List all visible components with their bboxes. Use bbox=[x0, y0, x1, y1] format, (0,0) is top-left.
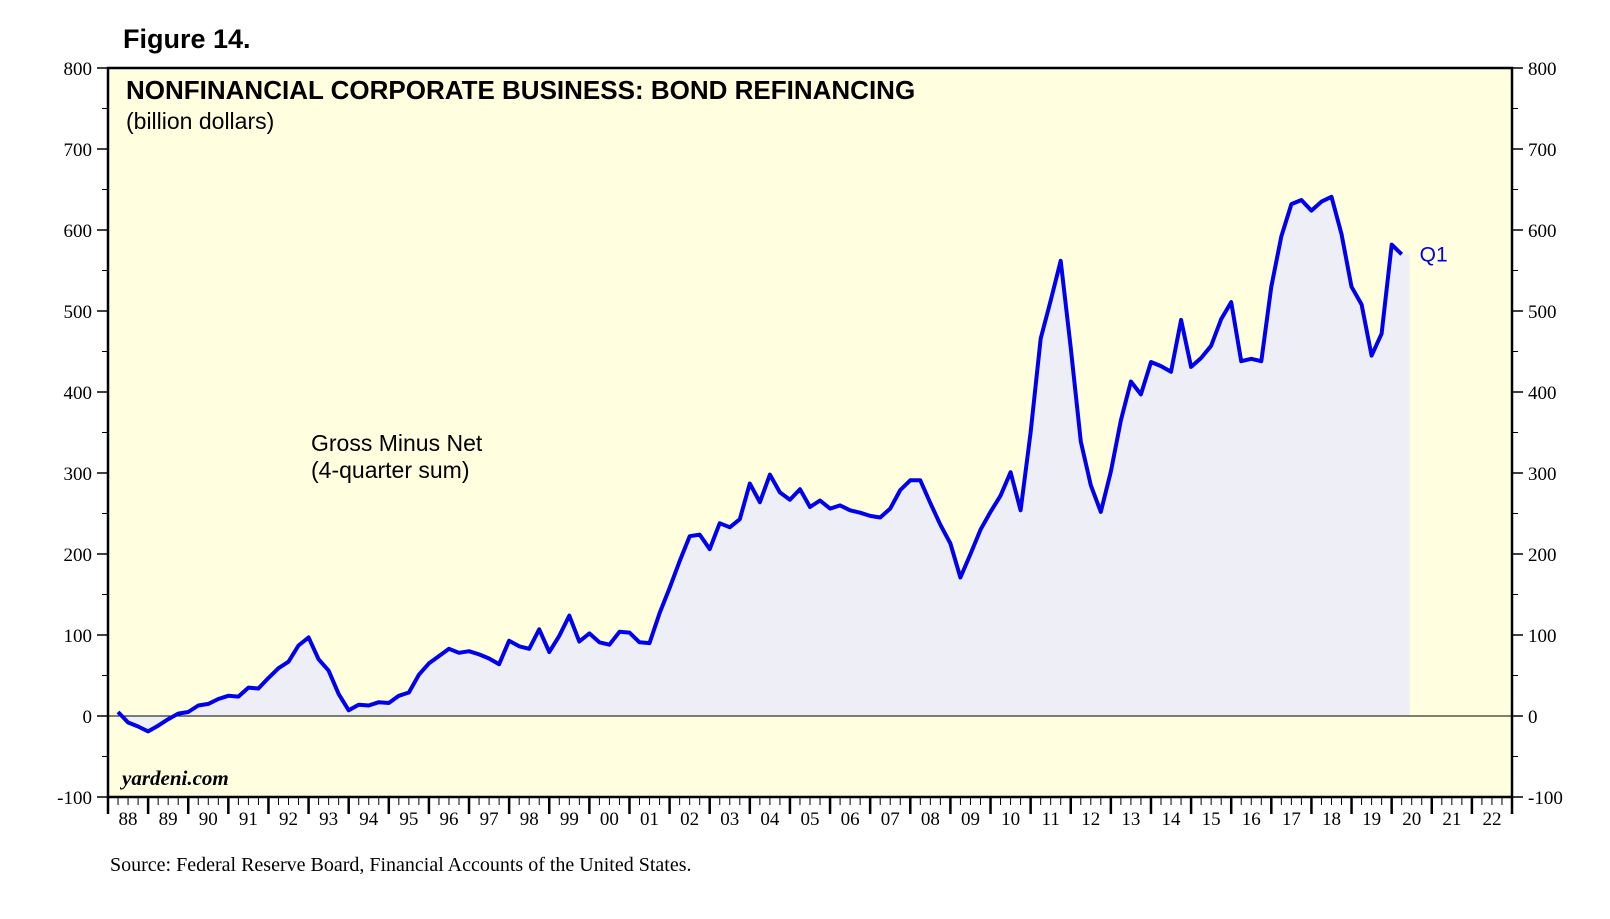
y-tick-label-right: 400 bbox=[1528, 383, 1557, 404]
x-tick-label: 99 bbox=[560, 809, 579, 830]
x-tick-label: 98 bbox=[520, 809, 539, 830]
x-tick-label: 13 bbox=[1121, 809, 1140, 830]
y-tick-label-right: 200 bbox=[1528, 545, 1557, 566]
chart-title: NONFINANCIAL CORPORATE BUSINESS: BOND RE… bbox=[126, 75, 915, 105]
source-note: Source: Federal Reserve Board, Financial… bbox=[110, 854, 692, 876]
y-tick-label-right: 600 bbox=[1528, 221, 1557, 242]
x-tick-label: 12 bbox=[1081, 809, 1100, 830]
x-tick-label: 16 bbox=[1242, 809, 1261, 830]
y-tick-label-left: 600 bbox=[64, 221, 93, 242]
x-tick-label: 09 bbox=[961, 809, 980, 830]
x-tick-label: 00 bbox=[600, 809, 619, 830]
y-tick-label-left: 500 bbox=[64, 302, 93, 323]
y-tick-label-left: 300 bbox=[64, 464, 93, 485]
x-tick-label: 17 bbox=[1282, 809, 1301, 830]
x-tick-label: 05 bbox=[801, 809, 820, 830]
y-tick-label-left: 0 bbox=[83, 707, 93, 728]
y-tick-label-right: -100 bbox=[1528, 788, 1563, 809]
watermark: yardeni.com bbox=[119, 766, 229, 790]
figure-label: Figure 14. bbox=[123, 24, 251, 54]
series-area-fill bbox=[118, 196, 1410, 732]
x-tick-label: 11 bbox=[1042, 809, 1060, 830]
x-tick-label: 96 bbox=[439, 809, 458, 830]
x-tick-label: 14 bbox=[1162, 809, 1182, 830]
y-tick-label-left: 100 bbox=[64, 626, 93, 647]
y-tick-label-right: 100 bbox=[1528, 626, 1557, 647]
x-tick-label: 04 bbox=[760, 809, 780, 830]
x-tick-label: 93 bbox=[319, 809, 338, 830]
x-tick-label: 20 bbox=[1402, 809, 1421, 830]
end-label: Q1 bbox=[1420, 243, 1448, 266]
x-tick-label: 15 bbox=[1202, 809, 1221, 830]
x-tick-label: 97 bbox=[480, 809, 499, 830]
x-tick-label: 06 bbox=[841, 809, 860, 830]
x-tick-label: 22 bbox=[1482, 809, 1501, 830]
annotation-line-1: Gross Minus Net bbox=[311, 430, 483, 456]
annotation-line-2: (4-quarter sum) bbox=[311, 457, 469, 483]
y-tick-label-left: 400 bbox=[64, 383, 93, 404]
x-tick-label: 90 bbox=[199, 809, 218, 830]
x-tick-label: 19 bbox=[1362, 809, 1381, 830]
x-tick-label: 10 bbox=[1001, 809, 1020, 830]
x-tick-label: 07 bbox=[881, 809, 900, 830]
x-tick-label: 03 bbox=[720, 809, 739, 830]
x-tick-label: 01 bbox=[640, 809, 659, 830]
x-tick-label: 94 bbox=[359, 809, 379, 830]
x-tick-label: 08 bbox=[921, 809, 940, 830]
y-tick-label-right: 800 bbox=[1528, 59, 1557, 80]
x-tick-label: 92 bbox=[279, 809, 298, 830]
y-tick-label-left: 800 bbox=[64, 59, 93, 80]
y-tick-label-right: 0 bbox=[1528, 707, 1538, 728]
y-tick-label-right: 700 bbox=[1528, 140, 1557, 161]
y-tick-label-left: 700 bbox=[64, 140, 93, 161]
chart-subtitle: (billion dollars) bbox=[126, 108, 274, 134]
x-tick-label: 95 bbox=[399, 809, 418, 830]
y-tick-label-right: 500 bbox=[1528, 302, 1557, 323]
x-tick-label: 91 bbox=[239, 809, 258, 830]
y-tick-label-left: 200 bbox=[64, 545, 93, 566]
y-tick-label-left: -100 bbox=[57, 788, 92, 809]
x-tick-label: 89 bbox=[159, 809, 178, 830]
y-tick-label-right: 300 bbox=[1528, 464, 1557, 485]
series-line bbox=[116, 194, 1404, 734]
x-tick-label: 02 bbox=[680, 809, 699, 830]
x-tick-label: 88 bbox=[119, 809, 138, 830]
x-tick-label: 21 bbox=[1442, 809, 1461, 830]
x-tick-label: 18 bbox=[1322, 809, 1341, 830]
